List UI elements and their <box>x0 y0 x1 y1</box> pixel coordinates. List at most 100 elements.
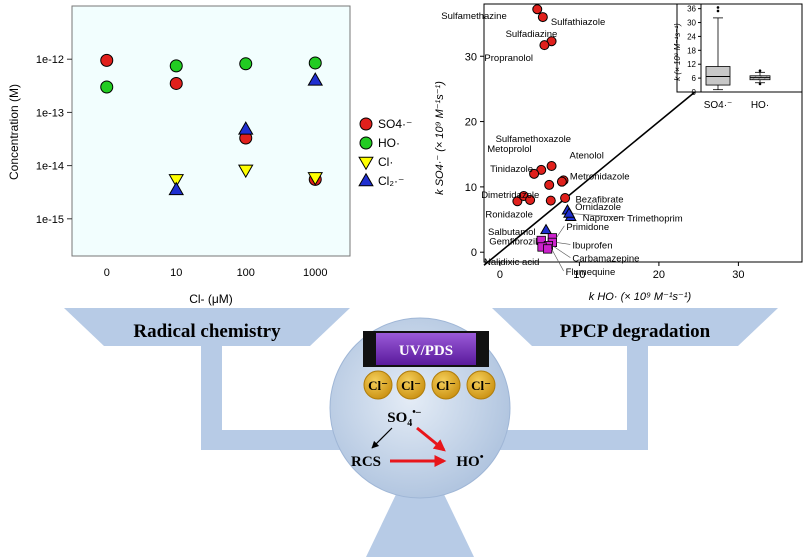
chart2-point-flumequine <box>543 244 553 254</box>
chart2-point-ronidazole <box>512 196 523 207</box>
chart2-point-tinidazole <box>529 168 540 179</box>
chart1-x-tick-label: 1000 <box>303 267 327 279</box>
chart1-point-ho <box>308 56 322 70</box>
chart1-point-cl <box>168 174 185 188</box>
chart2-label-sulfathiazole: Sulfathiazole <box>551 17 605 28</box>
chart1-point-so4 <box>169 76 183 90</box>
inset-y-tick-label: 24 <box>687 32 696 41</box>
chart2-data-points <box>512 4 577 254</box>
chart2-x-tick-label: 20 <box>653 269 665 281</box>
hydroxyl-radical-label: HO• <box>456 451 483 470</box>
chart1-point-cl <box>237 164 254 179</box>
chart1-legend-marker <box>359 136 373 150</box>
chart2-label-ornidazole: Ornidazole <box>575 202 621 213</box>
chart2-leader-trimethoprim <box>573 213 626 218</box>
chart1-y-tick-label: 1e-14 <box>36 161 64 173</box>
chloride-ions: Cl⁻ Cl⁻ Cl⁻ Cl⁻ <box>363 370 496 400</box>
chart2-point-metronidazole <box>556 176 567 187</box>
chart2-label-sulfamethoxazole: Sulfamethoxazole <box>496 134 572 145</box>
inset-boxplot: 0 6 12 18 24 30 36 k (× 10⁹ M⁻¹s⁻¹) SO4·⁻ HO· <box>673 3 803 111</box>
chart1-x-tick-label: 0 <box>104 267 110 279</box>
inset-x-label: HO· <box>751 100 769 111</box>
chart2-label-trimethoprim: Trimethoprim <box>627 214 683 225</box>
chart1-plot-area <box>71 5 351 257</box>
inset-y-tick-label: 18 <box>687 46 696 55</box>
chart2-label-leaders <box>551 213 626 272</box>
ppcp-degradation-label: PPCP degradation <box>560 321 711 342</box>
chloride-ion-label: Cl⁻ <box>368 378 388 393</box>
chart2-y-axis-label: k SO4·⁻ (× 10⁹ M⁻¹s⁻¹) <box>434 81 446 195</box>
chart2-label-atenolol: Atenolol <box>570 150 604 161</box>
chart1-point-ho <box>169 59 183 73</box>
chart1-point-cl <box>307 72 324 86</box>
chart1-point-cl <box>307 172 324 186</box>
chart1-legend-marker <box>358 172 374 187</box>
chart1-data-points <box>100 53 324 196</box>
chloride-ion-label: Cl⁻ <box>471 378 491 393</box>
box-so4 <box>705 66 731 86</box>
chart1-x-axis: 0 10 100 1000 <box>104 267 328 279</box>
box-outlier <box>716 9 720 13</box>
chart2-point-trimethoprim <box>563 207 576 218</box>
chart1-legend-label: SO4·⁻ <box>378 117 412 131</box>
chart1-x-axis-label: Cl- (μM) <box>189 292 233 306</box>
chart1-point-ho <box>100 80 114 94</box>
chart2-x-tick-label: 10 <box>573 269 585 281</box>
chart2-label-tinidazole: Tinidazole <box>490 164 533 175</box>
inset-y-tick-label: 6 <box>692 74 697 83</box>
chart1-legend-label: Cl· <box>378 155 393 169</box>
inset-boxes <box>705 6 771 91</box>
chart1-point-ho <box>239 57 253 71</box>
chart2-point-sulfamethazine <box>532 4 543 15</box>
chart2-point-ornidazole <box>560 192 571 203</box>
chloride-ion-circle <box>396 370 426 400</box>
chart2-leader-ibuprofen <box>556 242 571 245</box>
chart2-label-nalidixic-acid: Nalidixic acid <box>484 257 539 268</box>
box-outlier <box>758 82 762 86</box>
arrow-so4-to-ho <box>416 426 446 452</box>
chart2-x-tick-label: 0 <box>497 269 503 281</box>
flask-stem <box>366 486 474 557</box>
inset-y-tick-label: 30 <box>687 19 696 28</box>
chart2-y-tick-label: 0 <box>471 247 477 259</box>
chart2-label-sulfadiazine: Sulfadiazine <box>506 29 558 40</box>
uv-lamp <box>376 333 476 365</box>
chloride-ion-circle <box>431 370 461 400</box>
chart2-label-sulfamethazine: Sulfamethazine <box>441 11 506 22</box>
arrow-so4-to-rcs <box>371 427 393 449</box>
chloride-ion-circle <box>466 370 496 400</box>
inset-y-tick-label: 0 <box>692 88 697 97</box>
inset-frame <box>676 3 803 93</box>
chart2-point-propranolol <box>539 40 550 51</box>
chart2-label-carbamazepine: Carbamazepine <box>572 254 639 265</box>
radical-chemistry-label: Radical chemistry <box>133 321 281 342</box>
chart1-point-so4 <box>100 53 114 67</box>
chloride-ion-label: Cl⁻ <box>436 378 456 393</box>
chart1-y-tick-label: 1e-15 <box>36 214 64 226</box>
chart2-label-salbutamol: Salbutamol <box>488 227 536 238</box>
chart2-label-ibuprofen: Ibuprofen <box>572 240 612 251</box>
uv-lamp-label: UV/PDS <box>399 343 453 359</box>
left-funnel <box>64 308 350 346</box>
chart1-legend-marker <box>359 117 373 131</box>
chart2-label-propranolol: Propranolol <box>484 53 533 64</box>
chart2-label-dimetridazole: Dimetridazole <box>481 190 539 201</box>
chart2-point-sulfamethoxazole <box>546 160 557 171</box>
chloride-ion-circle <box>363 370 393 400</box>
chart2-label-primidone: Primidone <box>566 222 609 233</box>
chart1-y-tick-label: 1e-13 <box>36 107 64 119</box>
chart1-legend: SO4·⁻ HO· Cl· Cl₂·⁻ <box>358 117 412 188</box>
chart1-legend-marker <box>358 156 374 171</box>
chart2-point-unlabeled <box>545 195 556 206</box>
chart2-label-ronidazole: Ronidazole <box>485 209 533 220</box>
chart2-label-metoprolol: Metoprolol <box>487 144 531 155</box>
chart2-point-dimetridazole <box>544 179 555 190</box>
chart2-y-tick-label: 20 <box>465 117 477 129</box>
chart2-y-tick-label: 30 <box>465 51 477 63</box>
inset-y-axis: 0 6 12 18 24 30 36 <box>687 4 702 97</box>
inset-y-axis-label: k (× 10⁹ M⁻¹s⁻¹) <box>673 23 682 81</box>
chart1-y-axis: 1e-15 1e-14 1e-13 1e-12 <box>36 54 72 226</box>
chloride-ion-label: Cl⁻ <box>401 378 421 393</box>
chart1-x-tick-label: 10 <box>170 267 182 279</box>
chart2-point-unlabeled <box>525 194 536 205</box>
